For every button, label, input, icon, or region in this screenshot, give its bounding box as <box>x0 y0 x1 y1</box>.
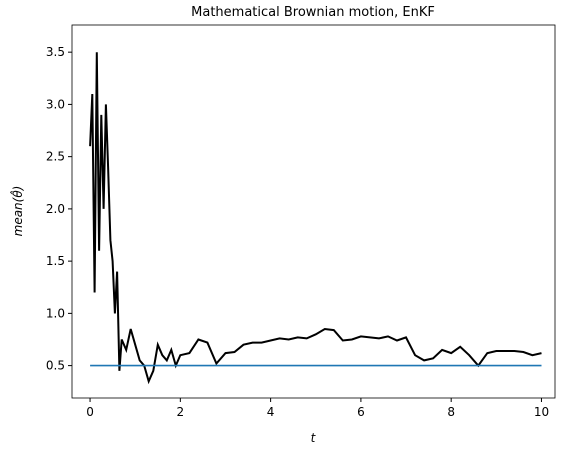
x-tick-label: 2 <box>177 405 185 419</box>
y-tick-label: 0.5 <box>46 359 65 373</box>
x-tick-label: 6 <box>357 405 365 419</box>
x-tick-label: 10 <box>534 405 549 419</box>
x-tick-label: 0 <box>86 405 94 419</box>
chart-title: Mathematical Brownian motion, EnKF <box>191 5 435 20</box>
y-tick-label: 1.0 <box>46 306 65 320</box>
data-line <box>89 52 542 385</box>
x-axis-label: t <box>311 431 317 445</box>
y-tick-label: 1.5 <box>46 254 65 268</box>
y-tick-label: 2.5 <box>46 150 65 164</box>
plot-frame <box>71 24 556 399</box>
y-tick-label: 3.5 <box>46 45 65 59</box>
y-tick-label: 2.0 <box>46 202 65 216</box>
y-tick-label: 3.0 <box>46 97 65 111</box>
x-tick-label: 8 <box>447 405 455 419</box>
x-tick-label: 4 <box>267 405 275 419</box>
y-axis-label: mean(θ̂) <box>9 186 25 237</box>
